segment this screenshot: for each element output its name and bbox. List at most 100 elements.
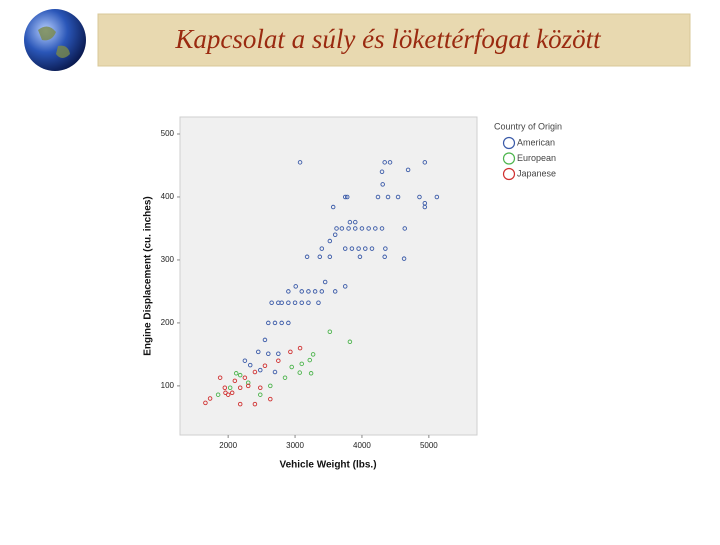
point: [316, 300, 321, 306]
point: [334, 226, 339, 231]
point: [383, 246, 388, 251]
x-axis-label: Vehicle Weight (lbs.): [279, 460, 376, 471]
point: [322, 279, 328, 285]
point: [307, 357, 313, 363]
point: [401, 256, 407, 261]
y-tick-label: 200: [161, 318, 175, 327]
point: [258, 392, 263, 397]
point: [256, 349, 261, 355]
point: [306, 300, 311, 306]
point: [312, 289, 318, 294]
point: [242, 358, 248, 363]
point: [262, 363, 268, 368]
point: [366, 226, 371, 231]
point: [286, 289, 291, 294]
point: [332, 232, 338, 238]
point: [217, 375, 223, 380]
title-banner-border: [97, 13, 691, 67]
point: [227, 385, 233, 391]
point: [382, 160, 387, 165]
point: [222, 385, 228, 391]
point: [327, 254, 333, 260]
title-banner: [98, 14, 690, 66]
point: [258, 385, 263, 391]
globe-land: [38, 26, 70, 58]
point: [353, 219, 358, 225]
point: [242, 375, 248, 380]
point: [317, 254, 323, 260]
point: [306, 289, 311, 294]
point: [422, 201, 428, 206]
point: [286, 300, 291, 306]
point: [373, 226, 378, 231]
point: [344, 194, 350, 200]
point: [395, 194, 401, 200]
point: [252, 369, 258, 375]
point: [310, 352, 316, 357]
point: [276, 351, 281, 357]
legend-label: Japanese: [517, 168, 556, 178]
point: [382, 254, 387, 260]
point: [379, 169, 385, 175]
point: [353, 226, 358, 231]
legend-label: American: [517, 137, 555, 147]
point: [266, 320, 271, 326]
point: [327, 238, 333, 244]
point: [282, 375, 288, 380]
point: [387, 160, 393, 165]
point: [279, 300, 284, 306]
point: [327, 329, 333, 334]
point: [276, 358, 281, 363]
point: [304, 254, 310, 260]
point: [357, 254, 363, 260]
x-tick-label: 4000: [353, 441, 371, 450]
point: [422, 160, 428, 165]
point: [272, 320, 278, 326]
point: [268, 396, 273, 402]
point: [299, 289, 304, 294]
point: [342, 194, 348, 200]
point: [297, 370, 302, 375]
point: [347, 219, 353, 225]
legend-marker: [502, 167, 516, 181]
point: [288, 349, 293, 355]
point: [405, 167, 411, 173]
point: [207, 396, 213, 401]
point: [215, 392, 221, 397]
point: [269, 300, 274, 306]
legend-marker: [502, 136, 516, 150]
point: [299, 361, 304, 367]
point: [279, 320, 284, 326]
point: [379, 226, 385, 231]
point: [237, 372, 243, 378]
point: [330, 204, 336, 210]
point: [346, 226, 351, 231]
point: [342, 284, 348, 289]
point: [319, 246, 325, 251]
point: [342, 246, 348, 251]
point: [380, 182, 385, 187]
point: [258, 367, 263, 373]
point: [356, 246, 361, 251]
point: [297, 160, 303, 165]
y-tick-label: 500: [161, 129, 175, 138]
legend-marker: [502, 152, 516, 165]
point: [225, 392, 231, 397]
point: [332, 289, 338, 294]
point: [203, 400, 208, 406]
point: [308, 371, 314, 376]
point: [245, 380, 251, 385]
x-tick-label: 3000: [286, 441, 304, 450]
point: [268, 383, 273, 389]
point: [266, 351, 271, 357]
point: [272, 369, 278, 375]
point: [232, 378, 238, 384]
x-tick-label: 5000: [420, 441, 438, 450]
point: [293, 284, 298, 289]
point: [417, 194, 422, 200]
point: [233, 371, 239, 376]
point: [292, 300, 298, 306]
point: [237, 385, 243, 391]
point: [402, 226, 408, 231]
